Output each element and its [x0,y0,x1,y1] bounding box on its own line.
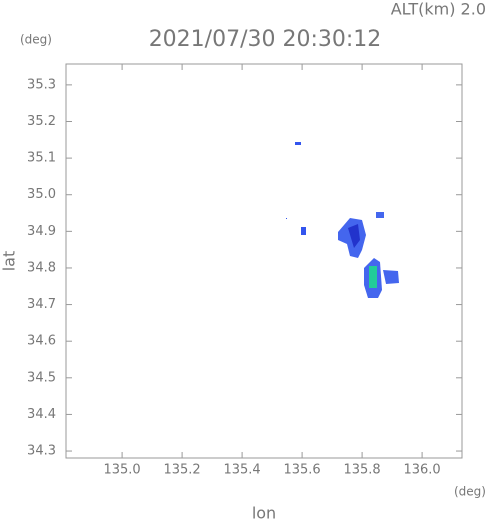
y-tick-label: 35.3 [27,77,56,92]
x-tick-label: 135.0 [103,463,140,478]
y-tick-label: 34.4 [27,407,56,422]
x-tick-label: 135.6 [283,463,320,478]
y-tick-label: 34.7 [27,297,56,312]
y-tick-label: 35.1 [27,151,56,166]
x-tick-label: 135.4 [223,463,260,478]
y-axis-label: lat [0,251,19,272]
y-tick-label: 34.6 [27,334,56,349]
x-unit: (deg) [454,485,486,499]
x-tick-label: 135.8 [343,463,380,478]
radar-echo [286,142,399,298]
plot-frame [65,63,463,459]
y-unit: (deg) [20,33,52,47]
chart-title: 2021/07/30 20:30:12 [149,27,382,52]
y-tick-label: 34.3 [27,444,56,459]
y-tick-label: 34.9 [27,224,56,239]
y-tick-label: 35.2 [27,114,56,129]
x-axis-label: lon [252,504,276,522]
y-tick-label: 34.5 [27,370,56,385]
x-tick-label: 136.0 [403,463,440,478]
y-tick-label: 34.8 [27,260,56,275]
altitude-label: ALT(km) 2.0 [391,0,486,19]
y-tick-label: 35.0 [27,187,56,202]
x-tick-label: 135.2 [163,463,200,478]
